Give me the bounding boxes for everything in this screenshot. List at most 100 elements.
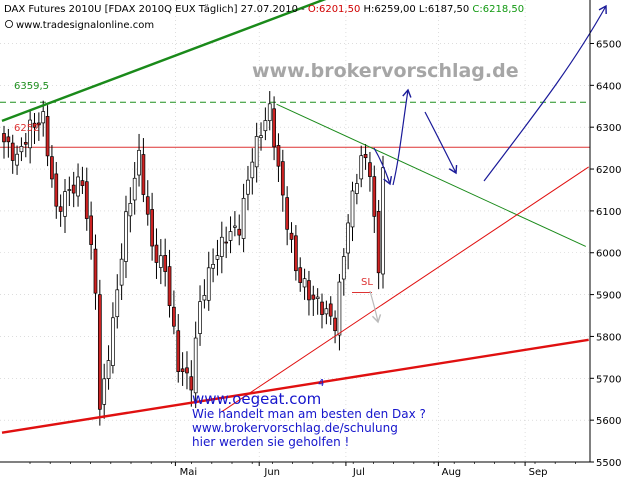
candle-up xyxy=(215,255,220,260)
arrow-stop-down-head xyxy=(371,314,382,324)
candle-up xyxy=(246,179,250,195)
candle-up xyxy=(111,317,115,366)
candle-down xyxy=(141,154,146,195)
y-tick-label: 6300 xyxy=(596,123,621,134)
candle-down xyxy=(298,267,303,283)
candle-down xyxy=(307,280,311,301)
promo-line-1: Wie handelt man am besten den Dax ? xyxy=(192,407,426,421)
candle-down xyxy=(84,181,89,219)
candle-up xyxy=(324,308,329,315)
candle-down xyxy=(37,122,41,126)
candle-up xyxy=(241,197,246,239)
candle-down xyxy=(237,228,242,236)
y-tick-label: 6100 xyxy=(596,207,621,218)
candle-up xyxy=(106,360,111,379)
candle-up xyxy=(315,296,320,299)
candle-up xyxy=(128,202,133,217)
candle-up xyxy=(132,177,137,201)
candle-down xyxy=(224,241,229,244)
arrow-down-to-trend-head xyxy=(448,164,458,175)
candle-down xyxy=(58,206,63,212)
arrow-up-to-resistance xyxy=(392,89,409,186)
candle-down xyxy=(2,133,6,143)
candle-down xyxy=(45,116,50,157)
candle-up xyxy=(341,256,346,280)
y-tick-label: 6200 xyxy=(596,165,621,176)
promo-line-3: hier werden sie geholfen ! xyxy=(192,435,349,449)
trend-lines xyxy=(1,0,589,434)
candle-up xyxy=(267,103,272,122)
candle-up xyxy=(381,167,385,275)
candle-up xyxy=(67,189,72,191)
y-tick-label: 5500 xyxy=(596,458,621,469)
candle-up xyxy=(202,295,207,301)
chart-header: DAX Futures 2010U [FDAX 2010Q EUX Täglic… xyxy=(4,4,524,15)
candle-up xyxy=(206,267,211,301)
forecast-arrows xyxy=(369,4,607,324)
candle-down xyxy=(154,244,159,263)
y-axis: 5500 5600 5700 5800 5900 6000 6100 6200 6300 6400… xyxy=(589,0,621,469)
x-tick-label: Mai xyxy=(180,467,198,478)
promo-url: www.oegeat.com xyxy=(192,390,321,408)
y-tick-label: 5900 xyxy=(596,291,621,302)
candle-down xyxy=(294,235,298,272)
candle-down xyxy=(80,180,85,186)
candle-down xyxy=(368,162,372,177)
y-tick-label: 5800 xyxy=(596,332,621,343)
candle-down xyxy=(180,368,185,372)
candle-up xyxy=(350,190,355,228)
source-line: www.tradesignalonline.com xyxy=(5,19,154,31)
candle-down xyxy=(97,294,102,410)
candle-down xyxy=(376,211,381,274)
arrow-up-to-resistance-head xyxy=(402,88,412,98)
candle-up xyxy=(250,161,255,179)
x-tick-label: Sep xyxy=(529,467,548,478)
reference-lines xyxy=(0,101,590,293)
candle-down xyxy=(372,176,377,217)
candle-up xyxy=(346,222,350,254)
support-label: 6252 xyxy=(14,123,39,134)
arrow-stop-down xyxy=(369,290,379,323)
arrow-short-down-head xyxy=(383,175,393,186)
arrow-short-down xyxy=(373,147,391,185)
candle-up xyxy=(355,183,359,194)
y-tick-label: 5600 xyxy=(596,416,621,427)
header-symbol: DAX Futures 2010U [FDAX 2010Q EUX Täglic… xyxy=(4,4,308,15)
candle-down xyxy=(23,142,28,145)
candle-up xyxy=(254,136,259,168)
candle-down xyxy=(172,306,176,327)
candle-up xyxy=(259,135,263,138)
descending-trend-line xyxy=(276,103,586,247)
candle-up xyxy=(233,225,237,228)
candle-up xyxy=(302,278,307,288)
candle-down xyxy=(289,232,294,240)
candle-up xyxy=(15,153,19,166)
candle-up xyxy=(158,255,163,268)
candle-up xyxy=(137,149,141,176)
candle-down xyxy=(280,161,285,196)
lower-trend-line xyxy=(1,338,589,434)
header-close: C:6218,50 xyxy=(472,4,524,15)
candle-up xyxy=(19,146,24,153)
grid xyxy=(0,0,590,463)
candle-up xyxy=(211,263,215,269)
candle-up xyxy=(219,236,224,257)
candle-up xyxy=(115,289,120,318)
candle-down xyxy=(176,330,181,372)
x-axis: Mai Jun Jul Aug Sep xyxy=(0,461,590,478)
candle-up xyxy=(28,119,32,149)
stop-loss-label: SL xyxy=(361,277,373,288)
y-tick-label: 6000 xyxy=(596,249,621,260)
candle-up xyxy=(198,301,202,334)
candle-up xyxy=(228,231,233,241)
candle-down xyxy=(150,209,154,247)
candle-up xyxy=(263,120,268,132)
x-tick-label: Aug xyxy=(442,467,462,478)
candle-down xyxy=(6,136,11,143)
candle-down xyxy=(167,266,172,306)
candle-down xyxy=(311,294,316,300)
candle-up xyxy=(119,258,124,286)
candle-down xyxy=(54,173,59,207)
candle-down xyxy=(363,153,368,159)
candle-down xyxy=(93,248,98,294)
